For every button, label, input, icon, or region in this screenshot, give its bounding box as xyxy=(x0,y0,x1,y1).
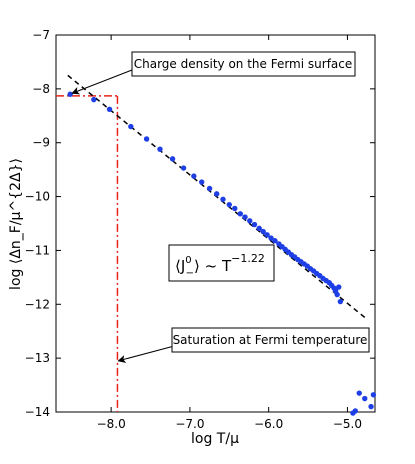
data-point xyxy=(180,165,187,171)
fermi-surface-arrow xyxy=(71,69,133,95)
data-point xyxy=(356,390,362,396)
data-point xyxy=(67,91,73,97)
y-tick-label: −11 xyxy=(25,243,50,257)
data-point xyxy=(268,235,274,241)
data-point xyxy=(199,179,205,185)
data-point xyxy=(128,123,134,130)
data-point xyxy=(242,214,248,220)
y-tick-label: −14 xyxy=(25,405,50,419)
fermi-temperature-text: Saturation at Fermi temperature xyxy=(173,333,368,347)
y-tick-label: −8 xyxy=(32,82,50,96)
scaling-law-base: ⟨J xyxy=(175,257,185,275)
data-point xyxy=(213,191,220,197)
scaling-law-close: ⟩ ~ T xyxy=(194,257,232,275)
fermi-surface-box xyxy=(131,51,356,77)
power-law-fit-line xyxy=(67,74,368,320)
plot-frame xyxy=(55,34,376,413)
data-point xyxy=(260,228,266,235)
data-point xyxy=(226,201,232,208)
annotation-fermi-temperature: Saturation at Fermi temperature xyxy=(117,327,370,363)
data-point xyxy=(232,205,238,212)
data-point xyxy=(362,395,368,402)
x-axis-title: log T/μ xyxy=(191,431,239,447)
y-tick-label: −10 xyxy=(25,190,50,204)
fermi-temperature-box xyxy=(171,327,370,353)
data-point xyxy=(337,298,344,305)
data-point xyxy=(368,403,374,410)
x-axis: −8.0 −7.0 −6.0 −5.0 xyxy=(97,35,362,431)
annotation-scaling-law: ⟨J0 −⟩ ~ T−1.22 xyxy=(168,244,275,282)
data-point xyxy=(334,291,340,298)
data-point xyxy=(256,225,262,232)
x-tick-label: −5.0 xyxy=(333,417,362,431)
fermi-surface-text: Charge density on the Fermi surface xyxy=(134,57,353,71)
data-point xyxy=(169,156,176,162)
data-point xyxy=(237,211,244,217)
fermi-temperature-arrow xyxy=(117,344,179,363)
y-tick-label: −13 xyxy=(25,351,50,365)
scaling-law-box xyxy=(168,244,275,282)
annotation-fermi-surface: Charge density on the Fermi surface xyxy=(71,51,356,95)
y-axis: −7 −8 −9 −10 −11 −12 −13 −14 xyxy=(25,28,375,419)
y-axis-title: log ⟨Δn_F/μ^{2Δ}⟩ xyxy=(8,158,24,290)
data-point xyxy=(352,408,359,414)
y-tick-label: −12 xyxy=(25,297,50,311)
data-point xyxy=(91,96,97,103)
data-point xyxy=(143,136,150,142)
data-point xyxy=(251,221,258,228)
data-point xyxy=(336,284,342,290)
data-point xyxy=(370,392,377,398)
scaling-law-sub: − xyxy=(186,268,194,279)
data-point xyxy=(191,173,197,179)
data-point xyxy=(247,218,253,224)
data-point xyxy=(264,232,270,238)
scaling-law-text: ⟨J0 −⟩ ~ T−1.22 xyxy=(175,252,265,279)
y-tick-label: −7 xyxy=(32,28,50,42)
data-point xyxy=(157,146,163,152)
data-point xyxy=(106,106,113,113)
scaling-law-sup: 0 xyxy=(185,255,191,266)
x-tick-label: −7.0 xyxy=(175,417,204,431)
y-tick-label: −9 xyxy=(32,136,50,150)
data-point xyxy=(272,238,278,244)
data-point xyxy=(220,196,226,202)
x-tick-label: −8.0 xyxy=(97,417,126,431)
scaling-law-exponent: −1.22 xyxy=(231,252,265,265)
data-series xyxy=(67,91,377,416)
data-point xyxy=(206,185,213,192)
x-tick-label: −6.0 xyxy=(254,417,283,431)
